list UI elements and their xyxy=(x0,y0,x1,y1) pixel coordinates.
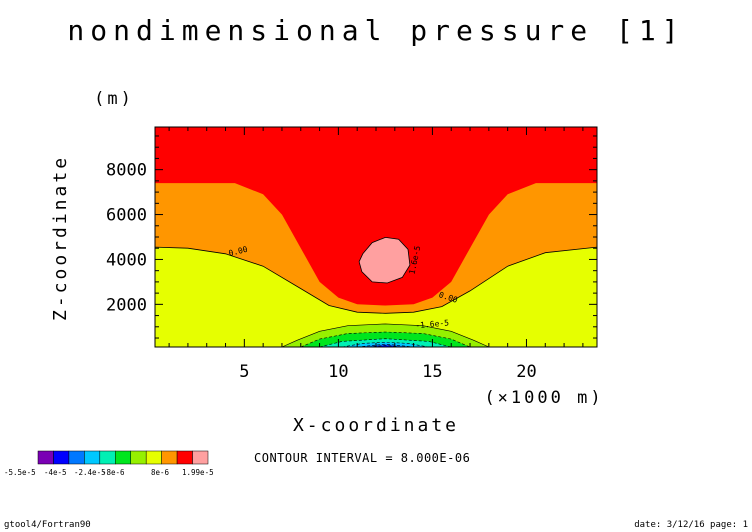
x-axis-label: X-coordinate xyxy=(293,415,459,436)
contour-lines xyxy=(154,246,598,314)
contour-line-zero xyxy=(154,246,598,314)
footer-right: date: 3/12/16 page: 1 xyxy=(634,520,748,530)
y-axis-label: Z-coordinate xyxy=(50,155,71,321)
y-unit-label: (m) xyxy=(94,89,134,109)
colorbar-swatch-11 xyxy=(192,450,209,465)
colorbar-swatch-4 xyxy=(84,450,101,465)
colorbar-label-4: -8e-6 xyxy=(102,468,125,477)
x-tick-label-20: 20 xyxy=(516,362,536,382)
y-tick-label-6000: 6000 xyxy=(106,206,147,226)
colorbar-label-3: -2.4e-5 xyxy=(74,468,106,477)
colorbar-swatch-10 xyxy=(176,450,193,465)
colorbar-swatch-2 xyxy=(53,450,70,465)
colorbar-swatch-7 xyxy=(130,450,147,465)
x-tick-label-10: 10 xyxy=(328,362,348,382)
x-tick-label-15: 15 xyxy=(422,362,442,382)
colorbar: -5.5e-5 -4e-5 -2.4e-5-8e-6 8e-6 1.99e-5 xyxy=(4,450,214,477)
colorbar-swatch-5 xyxy=(99,450,116,465)
colorbar-swatch-6 xyxy=(115,450,131,465)
y-tick-label-8000: 8000 xyxy=(106,161,147,181)
x-tick-label-5: 5 xyxy=(239,362,249,382)
colorbar-label-1: -5.5e-5 xyxy=(4,468,36,477)
footer-left: gtool4/Fortran90 xyxy=(4,520,91,530)
colorbar-label-2: -4e-5 xyxy=(44,468,67,477)
colorbar-swatch-8 xyxy=(145,450,162,465)
y-tick-label-2000: 2000 xyxy=(106,295,147,315)
colorbar-label-6: 1.99e-5 xyxy=(182,468,214,477)
contour-interval-text: CONTOUR INTERVAL = 8.000E-06 xyxy=(254,451,470,465)
y-tick-label-4000: 4000 xyxy=(106,250,147,270)
contour-band-red xyxy=(155,127,597,306)
axes: 5 10 15 20 2000 4000 6000 8000 xyxy=(106,126,598,382)
colorbar-swatch-9 xyxy=(161,450,178,465)
chart-title: nondimensional pressure [1] xyxy=(67,14,684,47)
contour-band-pink xyxy=(358,236,411,284)
colorbar-swatch-3 xyxy=(68,450,85,465)
x-unit-label: (×1000 m) xyxy=(484,388,603,408)
contour-fill-area xyxy=(155,127,597,348)
contour-label-4: -1.6e-5 xyxy=(415,318,450,330)
colorbar-swatch-1 xyxy=(37,450,54,465)
colorbar-label-5: 8e-6 xyxy=(151,468,170,477)
